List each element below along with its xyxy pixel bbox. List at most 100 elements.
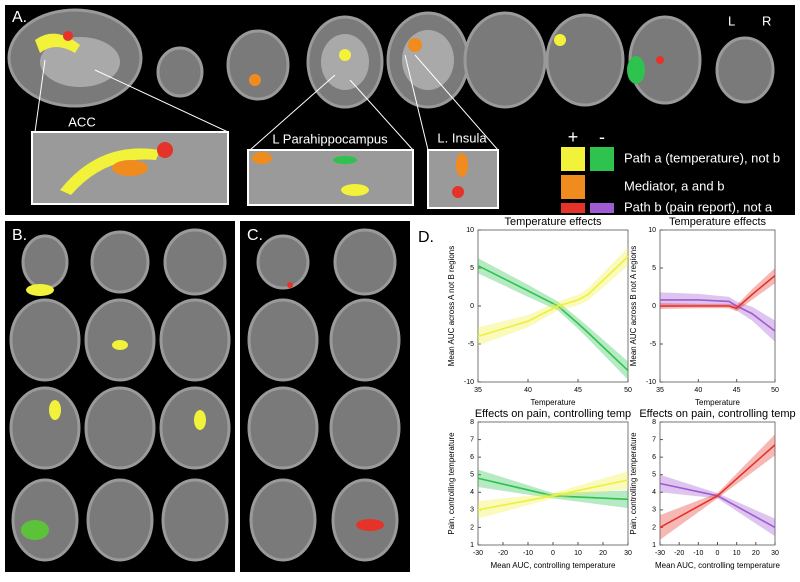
y-tick-label: -5	[468, 341, 474, 348]
inset-connector	[94, 69, 229, 133]
x-tick-label: 50	[771, 387, 779, 394]
error-band	[660, 434, 775, 540]
y-tick-label: 4	[470, 489, 474, 496]
y-tick-label: 5	[652, 265, 656, 272]
brain-slice	[329, 298, 401, 382]
x-tick-label: 30	[771, 550, 779, 557]
y-tick-label: -10	[646, 379, 656, 386]
brain-slice	[329, 386, 401, 470]
chart-title: Effects on pain, controlling temp	[639, 408, 795, 420]
activation	[252, 152, 272, 164]
y-tick-label: 4	[652, 489, 656, 496]
brain-slice	[86, 478, 154, 562]
brain-slice	[247, 298, 319, 382]
brain-slice	[21, 234, 69, 290]
y-tick-label: -5	[650, 341, 656, 348]
chart-title: Effects on pain, controlling temp	[475, 408, 631, 420]
activation	[356, 519, 384, 531]
y-tick-label: 1	[470, 542, 474, 549]
x-tick-label: -30	[655, 550, 665, 557]
y-tick-label: 3	[470, 507, 474, 514]
activation	[656, 56, 664, 64]
y-tick-label: 3	[652, 507, 656, 514]
x-tick-label: 45	[574, 387, 582, 394]
inset-connector	[34, 59, 46, 133]
activation	[249, 74, 261, 86]
y-tick-label: 6	[470, 454, 474, 461]
x-tick-label: 10	[574, 550, 582, 557]
x-tick-label: 35	[656, 387, 664, 394]
x-tick-label: 40	[524, 387, 532, 394]
activation	[287, 282, 293, 288]
brain-slice	[159, 386, 231, 470]
brain-slice	[156, 46, 204, 98]
legend-sign: -	[599, 127, 605, 147]
brain-slice	[9, 386, 81, 470]
activation	[112, 340, 128, 350]
x-tick-label: -10	[523, 550, 533, 557]
y-tick-label: 0	[652, 303, 656, 310]
slice-grid	[247, 228, 401, 562]
inset	[247, 149, 414, 206]
x-axis-label: Mean AUC, controlling temperature	[491, 561, 617, 570]
brain-slice	[249, 478, 317, 562]
inset-label: L Parahippocampus	[272, 131, 388, 146]
brain-slice	[402, 30, 454, 90]
panel-label: C.	[247, 227, 263, 244]
activation	[157, 142, 173, 158]
activation	[26, 284, 54, 296]
y-tick-label: 6	[652, 454, 656, 461]
x-tick-label: 10	[733, 550, 741, 557]
brain-slice	[256, 234, 310, 290]
brain-slice	[161, 478, 229, 562]
line	[660, 274, 776, 310]
inset-label: L. Insula	[437, 130, 487, 145]
activation	[341, 184, 369, 196]
x-tick-label: -10	[693, 550, 703, 557]
legend-text: Path a (temperature), not b	[624, 150, 780, 165]
line	[660, 299, 776, 332]
legend-sign: +	[568, 127, 579, 147]
brain-slice	[9, 298, 81, 382]
activation	[63, 31, 73, 41]
x-tick-label: -20	[498, 550, 508, 557]
legend-text: Path b (pain report), not a	[624, 199, 773, 214]
line	[477, 265, 629, 372]
x-tick-label: 35	[474, 387, 482, 394]
y-axis-label: Mean AUC across B not A regions	[629, 246, 638, 367]
brain-slice	[90, 230, 150, 294]
panel-label: A.	[12, 9, 27, 26]
y-axis-label: Pain, controlling temperature	[629, 432, 638, 535]
x-tick-label: 45	[733, 387, 741, 394]
panel-label: D.	[418, 229, 434, 246]
y-tick-label: 8	[652, 419, 656, 426]
x-tick-label: 50	[624, 387, 632, 394]
brain-slice	[40, 37, 120, 87]
brain-slice	[321, 34, 369, 90]
y-tick-label: 5	[470, 472, 474, 479]
y-tick-label: 7	[652, 436, 656, 443]
activation	[333, 156, 357, 164]
activation	[554, 34, 566, 46]
x-tick-label: -30	[473, 550, 483, 557]
x-axis-label: Mean AUC, controlling temperature	[655, 561, 781, 570]
y-axis-label: Pain, controlling temperature	[447, 432, 456, 535]
y-tick-label: 7	[470, 436, 474, 443]
y-tick-label: 8	[470, 419, 474, 426]
brain-slice	[11, 478, 79, 562]
x-tick-label: 0	[716, 550, 720, 557]
legend-swatch	[590, 203, 614, 213]
activation	[49, 400, 61, 420]
brain-slice	[159, 298, 231, 382]
activation	[112, 160, 148, 176]
x-tick-label: 20	[599, 550, 607, 557]
legend-text: Mediator, a and b	[624, 178, 724, 193]
panel-label: B.	[12, 227, 27, 244]
x-tick-label: -20	[674, 550, 684, 557]
error-band	[478, 469, 628, 509]
y-tick-label: 10	[648, 227, 656, 234]
inset-label: ACC	[68, 114, 95, 129]
inset-connector	[349, 79, 414, 151]
inset-connector	[404, 54, 429, 151]
